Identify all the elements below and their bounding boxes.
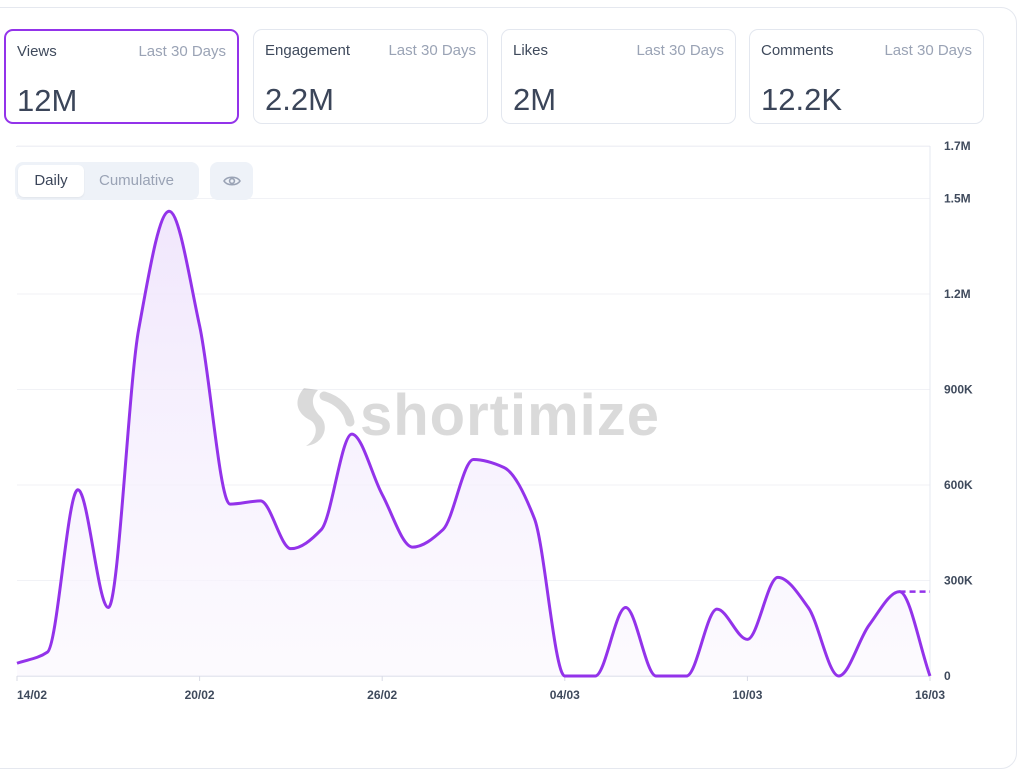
series-line	[16, 209, 932, 678]
stat-value: 12M	[17, 83, 78, 118]
x-tick-label: 20/02	[185, 688, 215, 702]
stat-value: 2.2M	[265, 82, 334, 117]
x-tick-label: 04/03	[550, 688, 580, 702]
stat-period: Last 30 Days	[636, 42, 724, 59]
toggle-cumulative[interactable]: Cumulative	[99, 172, 175, 189]
toggle-daily[interactable]: Daily	[18, 165, 84, 197]
x-tick-label: 16/03	[915, 688, 945, 702]
stat-label: Comments	[761, 42, 834, 59]
y-tick-label: 900K	[944, 383, 973, 397]
stat-card-views[interactable]: Views Last 30 Days 12M	[4, 29, 239, 124]
y-tick-label: 600K	[944, 478, 973, 492]
view-mode-toggle: Daily Cumulative	[15, 162, 199, 200]
stat-label: Views	[17, 43, 57, 60]
stat-period: Last 30 Days	[138, 43, 226, 60]
y-tick-label: 0	[944, 669, 951, 683]
stat-card-comments[interactable]: Comments Last 30 Days 12.2K	[749, 29, 984, 124]
stat-label: Likes	[513, 42, 549, 59]
stat-period: Last 30 Days	[388, 42, 476, 59]
area-fill	[17, 211, 930, 676]
y-tick-label: 1.2M	[944, 287, 971, 301]
y-tick-label: 300K	[944, 574, 973, 588]
x-tick-label: 14/02	[17, 688, 47, 702]
y-tick-label: 1.5M	[944, 192, 971, 206]
stat-value: 2M	[513, 82, 557, 117]
stat-label: Engagement	[265, 42, 351, 59]
x-tick-label: 26/02	[367, 688, 397, 702]
stat-value: 12.2K	[761, 82, 843, 117]
stat-period: Last 30 Days	[884, 42, 972, 59]
views-chart: 0 300K 600K 900K 1.2M 1.5M 1.7M 14/02 20/02 26/02…	[16, 139, 973, 702]
stat-card-likes[interactable]: Likes Last 30 Days 2M	[501, 29, 736, 124]
stat-card-engagement[interactable]: Engagement Last 30 Days 2.2M	[253, 29, 488, 124]
x-tick-label: 10/03	[732, 688, 762, 702]
visibility-button[interactable]	[210, 162, 253, 200]
eye-icon	[222, 176, 241, 186]
y-tick-label: 1.7M	[944, 139, 971, 153]
